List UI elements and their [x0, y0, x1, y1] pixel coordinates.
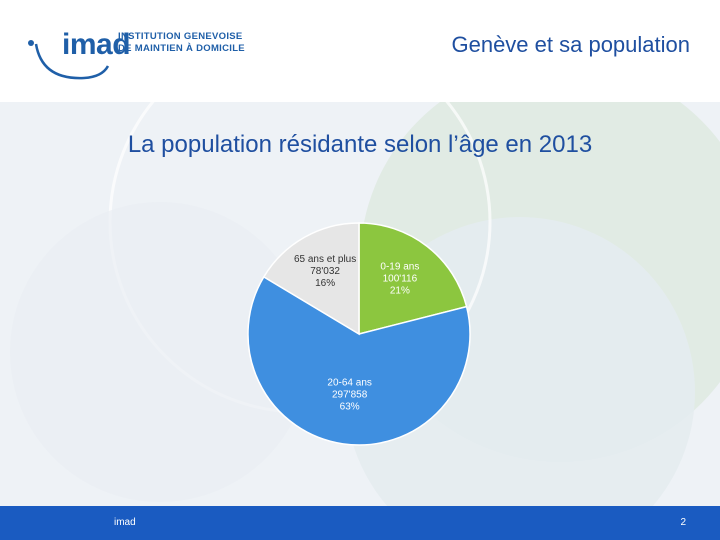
header-title: Genève et sa population	[451, 32, 690, 57]
pie-label-1-line-2: 100'116	[383, 273, 418, 284]
pie-label-3-line-3: 16%	[315, 278, 335, 289]
pie-label-3-line-2: 78'032	[310, 266, 340, 277]
logo-word: imad	[62, 28, 131, 61]
footer: imad 2	[0, 506, 720, 540]
pie-label-2-line-1: 20-64 ans	[327, 378, 371, 389]
logo-line-1: INSTITUTION GENEVOISE	[118, 31, 243, 42]
header: imad INSTITUTION GENEVOISE DE MAINTIEN À…	[0, 0, 720, 102]
pie-slice-1	[358, 222, 468, 335]
pie-label-3-line-1: 65 ans et plus	[294, 254, 356, 265]
imad-logo: imad INSTITUTION GENEVOISE DE MAINTIEN À…	[22, 22, 262, 92]
pie-label-1-line-1: 0-19 ans	[380, 261, 419, 272]
slide-title: La population résidante selon l’âge en 2…	[127, 131, 593, 158]
pie-slice-2	[247, 275, 471, 446]
pie-label-1-line-3: 21%	[390, 285, 410, 296]
pie-label-2-line-2: 297'858	[332, 390, 368, 401]
pie-label-2-line-3: 63%	[340, 402, 360, 413]
pie-slice-3	[262, 222, 360, 336]
footer-label: imad	[114, 517, 136, 528]
page-number: 2	[680, 517, 686, 528]
logo-line-2: DE MAINTIEN À DOMICILE	[118, 43, 245, 54]
logo-arc-icon	[28, 40, 110, 80]
